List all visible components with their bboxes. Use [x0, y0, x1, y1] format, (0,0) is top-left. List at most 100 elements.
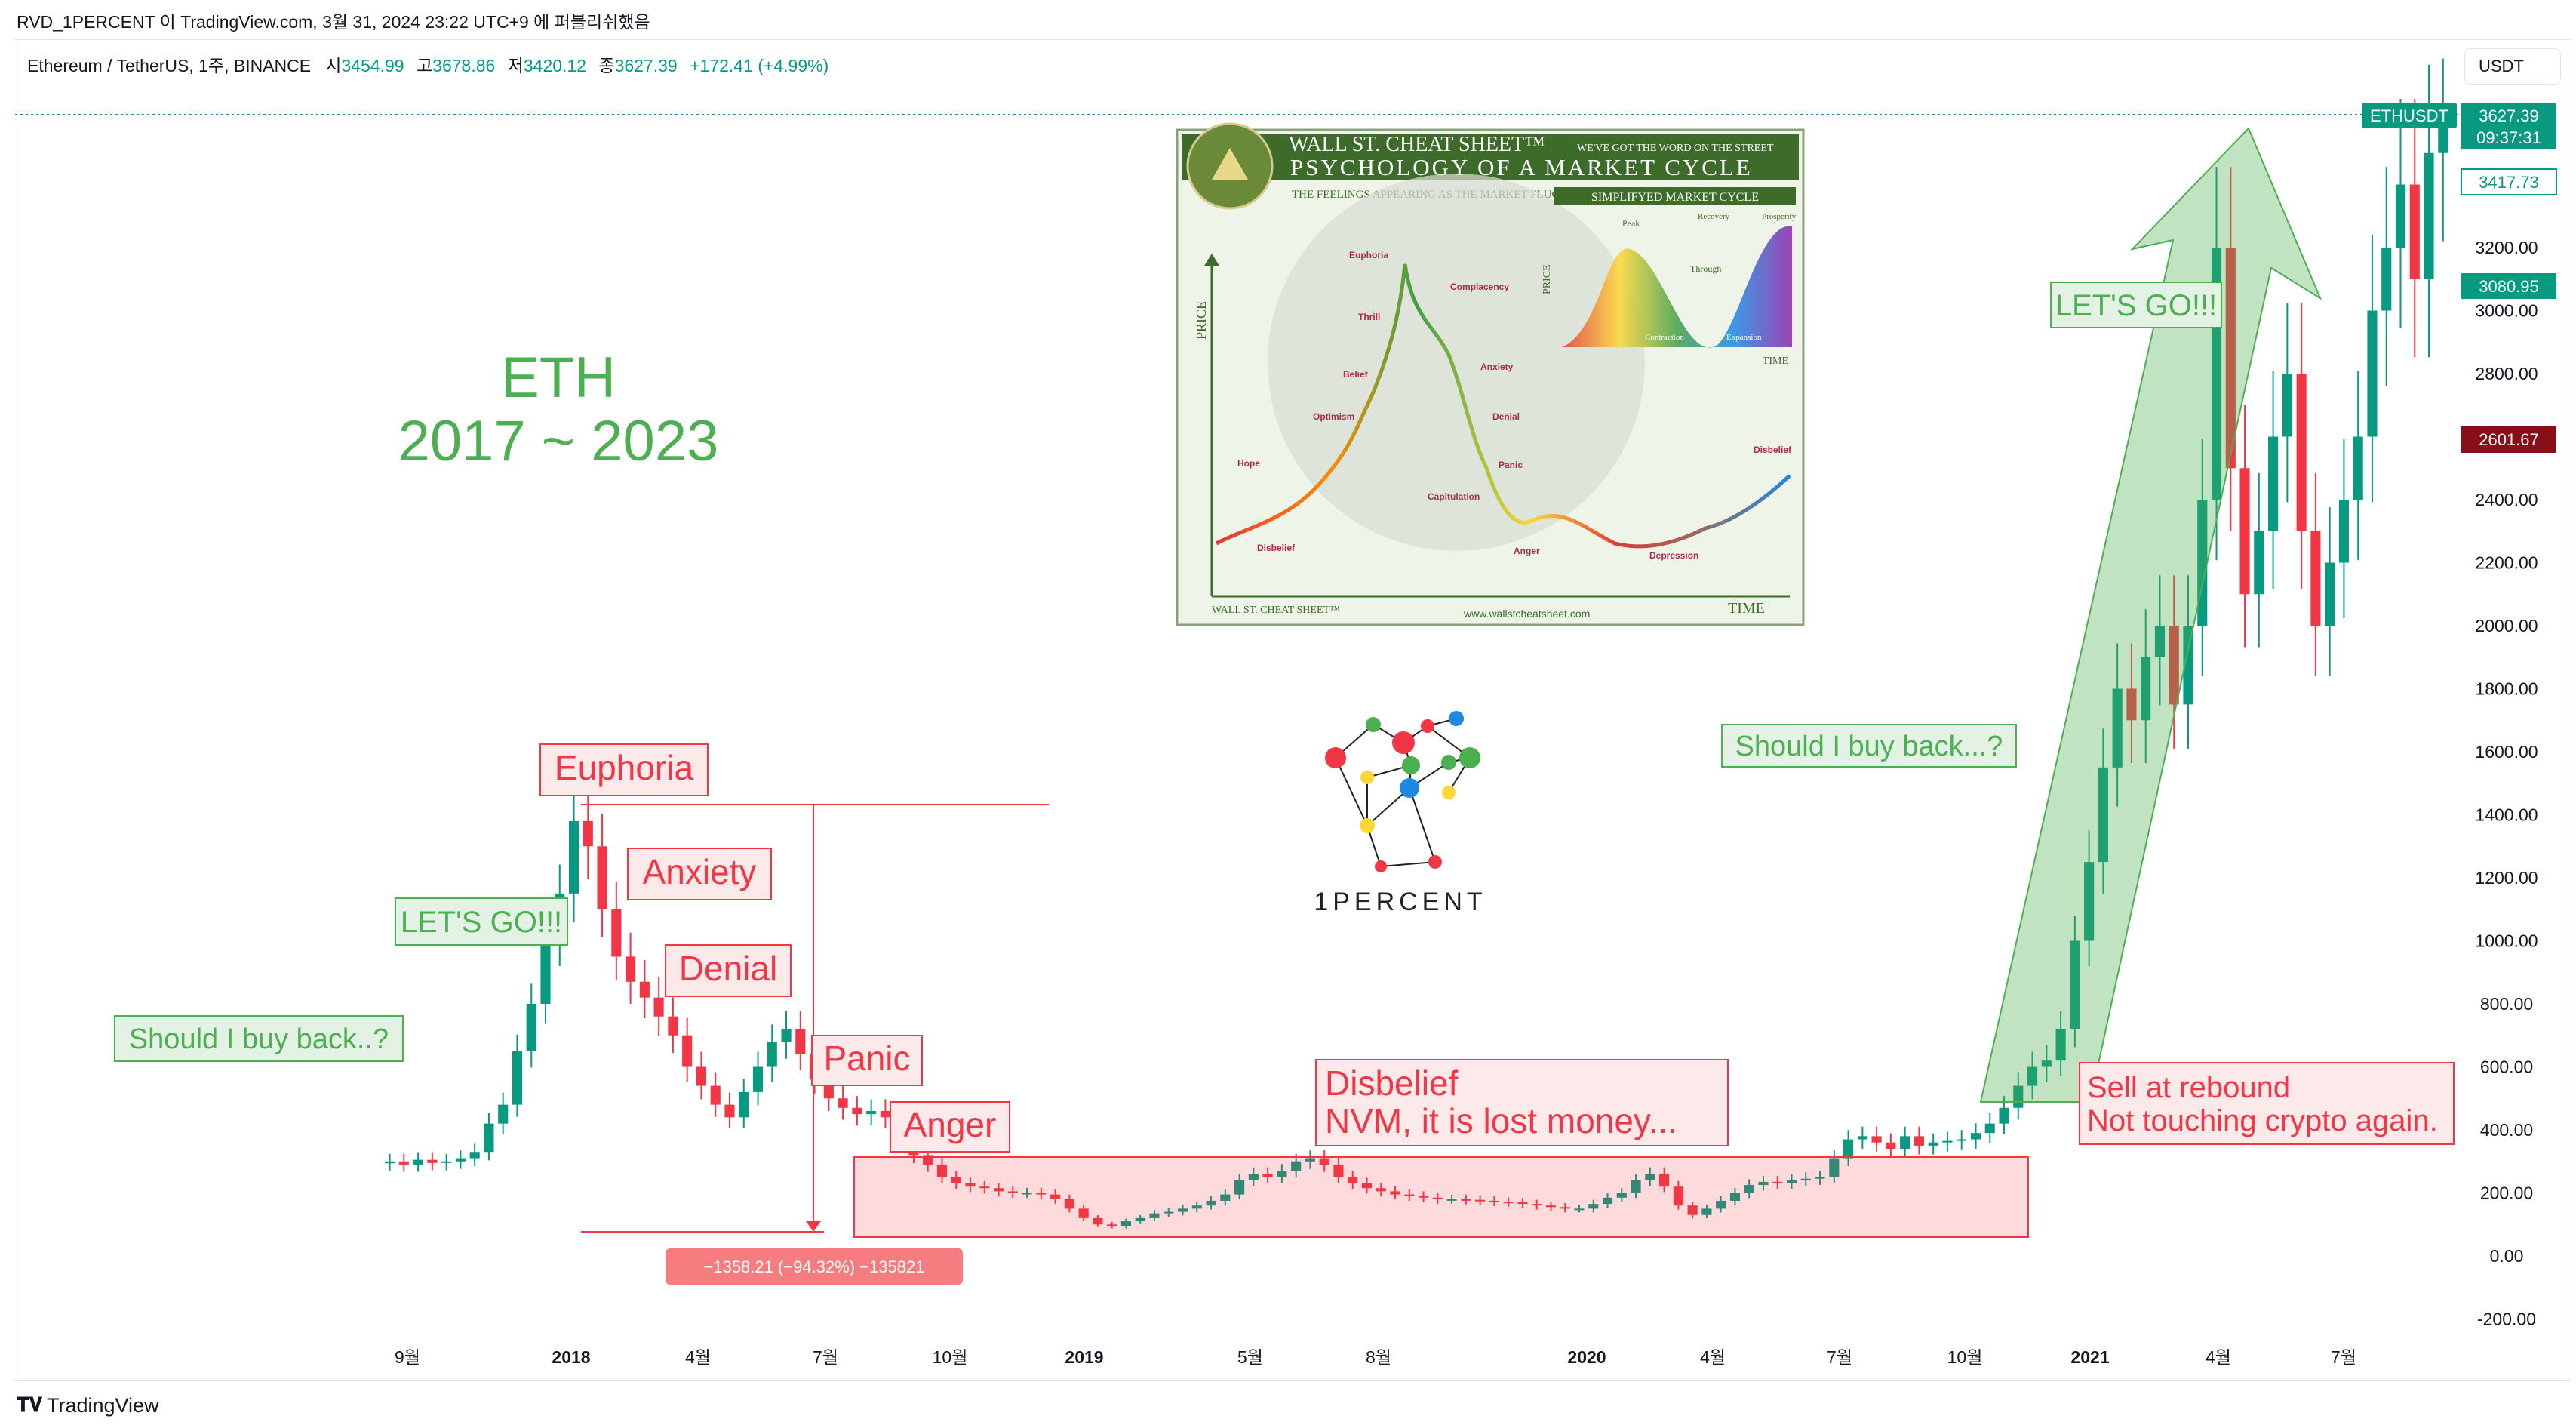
candle-body — [1432, 1197, 1443, 1199]
candle-body — [583, 820, 593, 847]
candle-body — [2225, 248, 2236, 469]
stage-capitulation: Capitulation — [1428, 491, 1480, 502]
candle-body — [682, 1035, 693, 1067]
footer-brand[interactable]: TradingView — [46, 1393, 159, 1417]
candle-body — [2310, 531, 2321, 626]
pyramid-icon — [1212, 148, 1248, 180]
candle-body — [1560, 1207, 1570, 1209]
candle-body — [1914, 1136, 1924, 1146]
symbol-ohlc-legend: Ethereum / TetherUS, 1주, BINANCE 시3454.9… — [27, 51, 836, 77]
mini-price-label: PRICE — [1542, 264, 1553, 294]
candle-body — [1772, 1181, 1783, 1183]
candle-body — [2239, 468, 2250, 595]
stage-depression: Depression — [1649, 550, 1698, 561]
mini-prosperity: Prosperity — [1762, 212, 1797, 221]
close-label: 종 — [598, 56, 615, 75]
candle-body — [427, 1159, 438, 1163]
buyback-left-label: Should I buy back..? — [129, 1023, 389, 1055]
price-tag-1-box — [2461, 168, 2557, 195]
candle-body — [540, 940, 551, 1004]
sell-label: Sell at rebound — [2087, 1071, 2290, 1104]
candle-body — [1036, 1193, 1047, 1195]
candle-body — [1191, 1205, 1202, 1209]
measure-arrowhead — [806, 1221, 821, 1232]
candle-body — [1673, 1186, 1683, 1206]
y-tick-label: 1200.00 — [2475, 868, 2538, 888]
candle-body — [2338, 500, 2349, 563]
candle-body — [1999, 1107, 2009, 1124]
candle-body — [2325, 562, 2335, 626]
candle-body — [2296, 374, 2307, 531]
candle-body — [1404, 1194, 1415, 1196]
candle-body — [1645, 1174, 1655, 1180]
candle-body — [1135, 1217, 1145, 1222]
eth-tag-box — [2362, 103, 2457, 128]
y-tick-label: 800.00 — [2480, 994, 2533, 1014]
candle-body — [2381, 248, 2392, 311]
candle-body — [1078, 1208, 1089, 1218]
stage-disbelief-left: Disbelief — [1257, 543, 1296, 553]
candle-body — [1164, 1211, 1174, 1214]
candle-body — [2141, 657, 2151, 721]
candle-body — [441, 1161, 452, 1163]
mini-peak: Peak — [1622, 218, 1640, 229]
candle-body — [1984, 1123, 1995, 1134]
candle-body — [951, 1177, 961, 1183]
inset-price-label: PRICE — [1194, 301, 1209, 340]
candle-body — [1503, 1202, 1514, 1204]
x-tick-label: 2021 — [2070, 1347, 2109, 1367]
low-value: 3420.12 — [523, 56, 586, 75]
candle-body — [2424, 152, 2434, 279]
candle-body — [1248, 1174, 1259, 1180]
sell-sub-label: Not touching crypto again. — [2087, 1104, 2438, 1137]
candle-body — [611, 909, 622, 957]
mini-through: Through — [1690, 263, 1721, 274]
chart-frame[interactable] — [14, 39, 2571, 1381]
price-axis: -200.00 0.00 200.00 400.00 600.00 800.00 1000.… — [2475, 238, 2538, 1329]
candle-body — [2084, 862, 2095, 941]
market-cycle-inset: WALL ST. CHEAT SHEET™ WE'VE GOT THE WORD… — [1176, 122, 1805, 626]
candle-body — [639, 981, 650, 998]
eth-tag: ETHUSDT — [2370, 106, 2448, 125]
anxiety-label: Anxiety — [643, 852, 757, 891]
inset-url: www.wallstcheatsheet.com — [1463, 608, 1590, 620]
countdown: 09:37:31 — [2476, 128, 2541, 147]
y-tick-label: 2800.00 — [2475, 364, 2538, 383]
green-notes: Should I buy back..? LET'S GO!!! Should … — [114, 282, 2222, 1062]
candle-body — [1886, 1142, 1896, 1149]
x-tick-label: 10월 — [933, 1347, 968, 1367]
candle-body — [1305, 1158, 1315, 1162]
letsgo-right-box — [2050, 282, 2222, 328]
currency-selector[interactable]: USDT — [2464, 48, 2561, 85]
y-tick-label: 1800.00 — [2475, 679, 2538, 699]
price-tag-3-box — [2461, 426, 2556, 453]
high-label: 고 — [416, 56, 433, 75]
candle-body — [1701, 1208, 1712, 1215]
candle-body — [2395, 184, 2406, 248]
candle-body — [2098, 767, 2108, 863]
stage-complacency: Complacency — [1450, 282, 1509, 292]
candle-body — [413, 1159, 423, 1165]
candle-body — [1348, 1177, 1358, 1183]
candle-body — [852, 1107, 862, 1115]
tradingview-logo-icon: 𝐓𝐕 — [17, 1393, 42, 1416]
candle-body — [398, 1161, 409, 1165]
candle-body — [597, 846, 607, 909]
candle-body — [1093, 1217, 1103, 1225]
candle-body — [1419, 1196, 1429, 1198]
anxiety-box — [627, 848, 772, 900]
symbol-name[interactable]: Ethereum / TetherUS, 1주, BINANCE — [27, 56, 312, 75]
mini-recovery: Recovery — [1698, 212, 1730, 221]
candle-body — [2268, 436, 2279, 531]
candle-body — [1928, 1142, 1938, 1146]
candle-body — [979, 1186, 990, 1189]
mini-expansion: Expansion — [1726, 333, 1762, 342]
candle-body — [936, 1164, 948, 1177]
buyback-right-box — [1721, 724, 2017, 768]
candle-body — [866, 1110, 877, 1115]
x-tick-label: 8월 — [1366, 1347, 1391, 1367]
inset-title: WALL ST. CHEAT SHEET™ — [1289, 133, 1545, 156]
candle-body — [1333, 1164, 1344, 1177]
x-tick-label: 7월 — [2331, 1347, 2356, 1367]
